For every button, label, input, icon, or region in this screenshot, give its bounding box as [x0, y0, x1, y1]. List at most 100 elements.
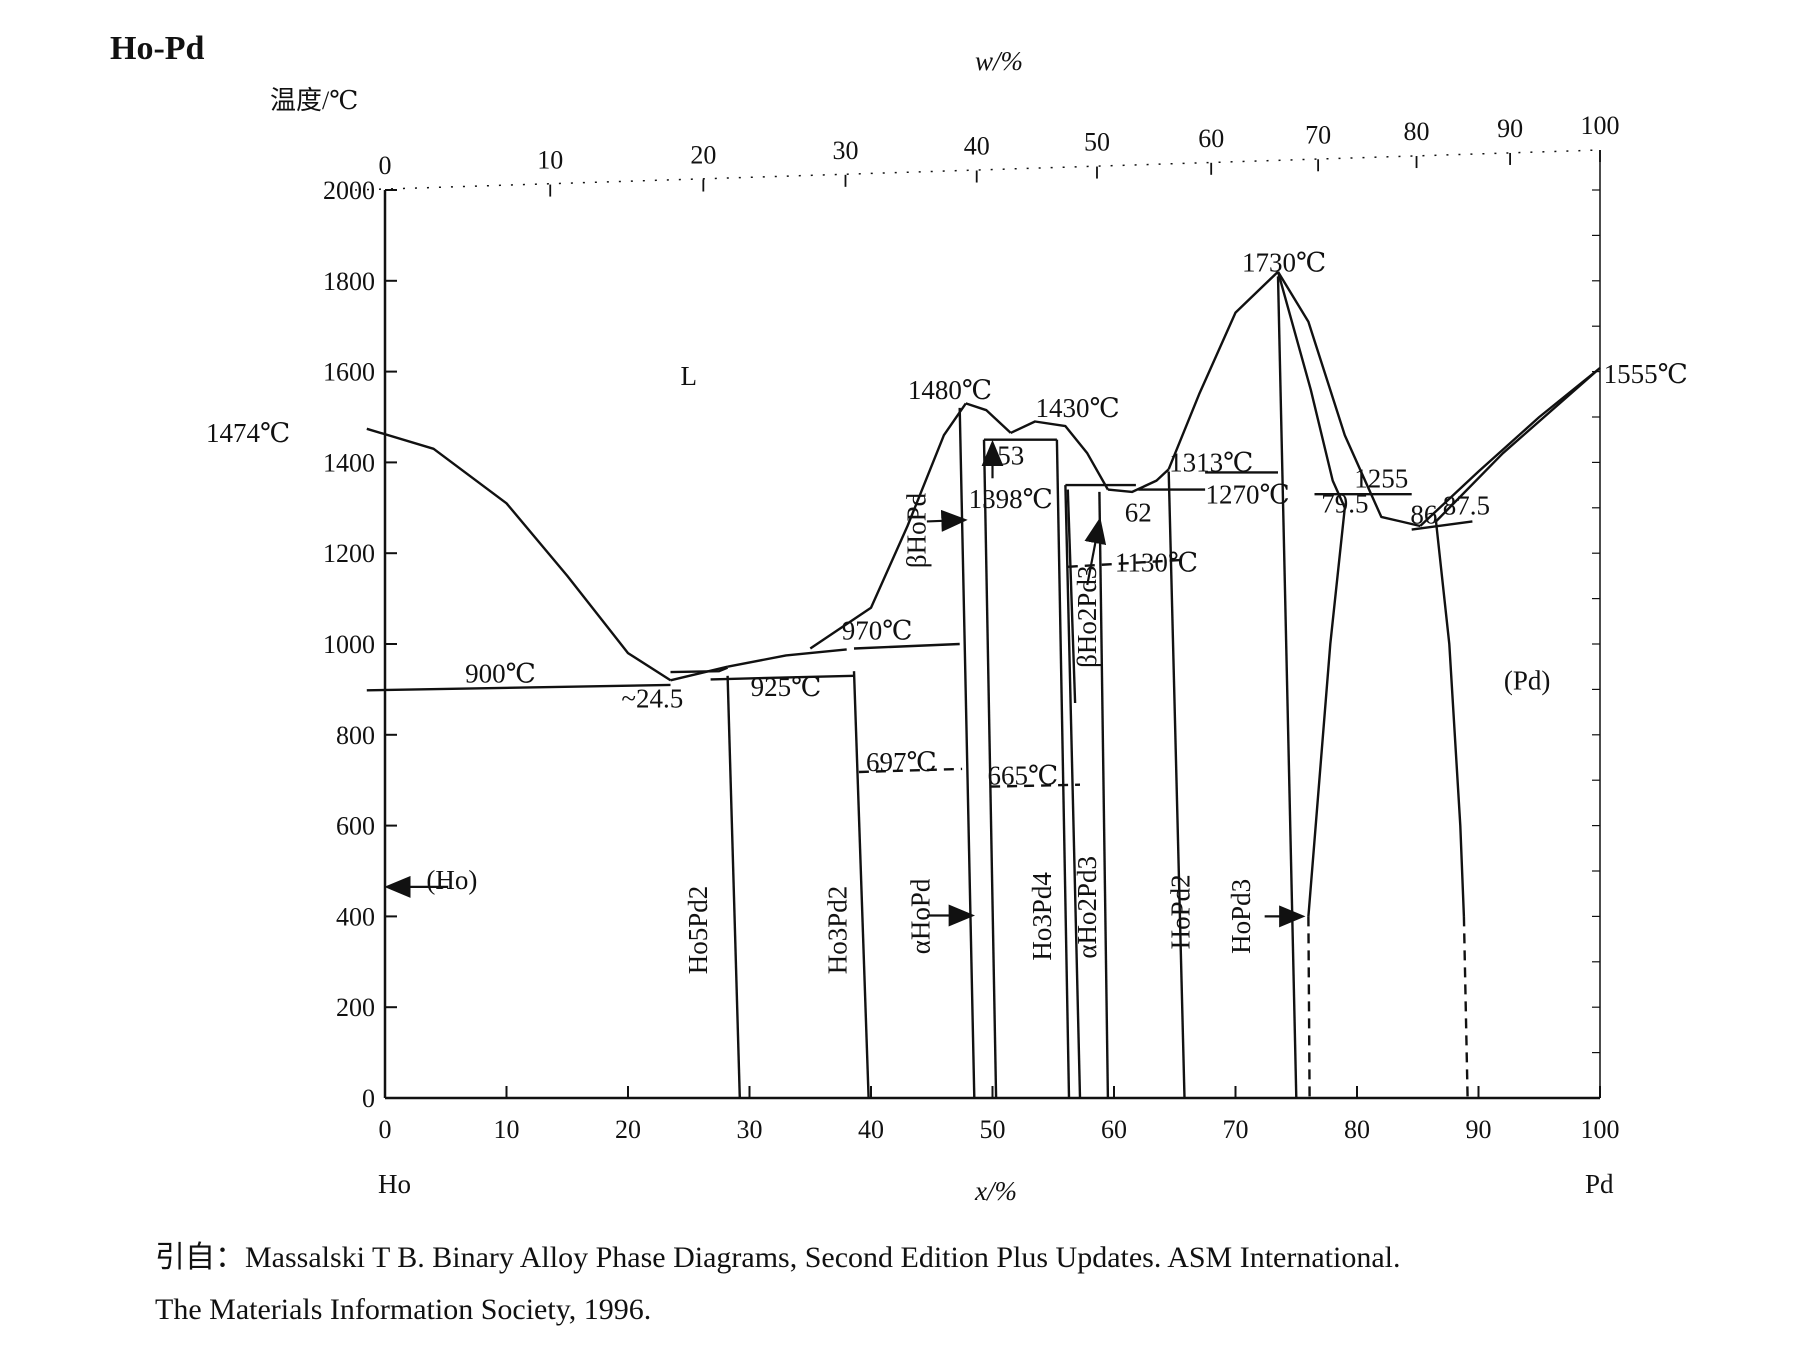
phase-boundary [366, 683, 671, 692]
phase-boundary [726, 675, 741, 1099]
phase-boundaries [366, 270, 1601, 1099]
top-tick-label: 20 [690, 141, 716, 170]
annotation-label: 1474℃ [206, 418, 290, 448]
phase-boundary [982, 439, 998, 1099]
phase-boundary [809, 402, 967, 650]
y-tick-label: 1400 [323, 448, 375, 477]
top-tick-label: 50 [1084, 128, 1110, 157]
y-tick-label: 1200 [323, 539, 375, 568]
y-tick-label: 800 [336, 721, 375, 750]
x-tick-label: 100 [1581, 1115, 1620, 1144]
annotation-label: (Ho) [426, 865, 477, 895]
annotation-label: 1398℃ [969, 484, 1053, 514]
annotation-label: 1270℃ [1206, 479, 1290, 509]
phase-boundary [1276, 271, 1421, 528]
annotation-label: 1313℃ [1169, 447, 1253, 477]
x-tick-label: 30 [737, 1115, 763, 1144]
annotation-label: 1730℃ [1242, 248, 1326, 278]
annotation-label: 697℃ [866, 747, 937, 777]
phase-boundary [1167, 471, 1186, 1099]
diagram-title: Ho-Pd [110, 30, 205, 67]
annotation-label: (Pd) [1504, 665, 1551, 695]
phase-boundary [727, 648, 847, 668]
right-element-label: Pd [1585, 1169, 1614, 1199]
phase-boundary [1067, 558, 1181, 568]
top-tick-label: 30 [832, 136, 858, 165]
phase-boundary [1276, 276, 1298, 1099]
citation-line-2: The Materials Information Society, 1996. [155, 1293, 652, 1326]
x-tick-label: 20 [615, 1115, 641, 1144]
phase-boundary [858, 767, 963, 774]
phase-label: HoPd2 [1165, 874, 1195, 949]
phase-boundary [853, 642, 960, 650]
phase-label: Ho3Pd4 [1027, 872, 1057, 961]
y-tick-label: 1000 [323, 630, 375, 659]
top-tick-label: 60 [1198, 124, 1224, 153]
phase-boundary [1307, 507, 1346, 917]
y-tick-label: 2000 [323, 176, 375, 205]
x-tick-label: 80 [1344, 1115, 1370, 1144]
y-tick-label: 1600 [323, 358, 375, 387]
y-tick-label: 600 [336, 812, 375, 841]
phase-label: HoPd3 [1226, 879, 1256, 954]
phase-boundary [366, 427, 672, 682]
annotation-label: 970℃ [842, 615, 913, 645]
citation-line-1: 引自：Massalski T B. Binary Alloy Phase Dia… [155, 1241, 1401, 1274]
top-tick-label: 70 [1305, 120, 1331, 149]
x-tick-label: 70 [1223, 1115, 1249, 1144]
annotation-label: 87.5 [1443, 491, 1490, 521]
y-tick-label: 200 [336, 993, 375, 1022]
x-tick-label: 90 [1466, 1115, 1492, 1144]
x-tick-label: 40 [858, 1115, 884, 1144]
phase-boundary [1055, 439, 1071, 1099]
phase-boundary [670, 665, 728, 682]
annotation-label: 1255 [1354, 463, 1408, 493]
phase-label: Ho3Pd2 [823, 886, 853, 975]
phase-label: βHo2Pd3 [1072, 566, 1102, 668]
top-tick-label: 0 [379, 151, 392, 180]
annotation-label: ~24.5 [621, 684, 683, 714]
phase-boundary [965, 402, 1012, 434]
x-tick-label: 60 [1101, 1115, 1127, 1144]
top-tick-label: 40 [964, 132, 990, 161]
phase-boundary [1010, 420, 1109, 491]
phase-boundary [1167, 270, 1279, 470]
diagram-labels: L 1474℃ 1555℃ 1730℃ 1480℃ 1430℃ 53 1398℃ 62 1313℃… [206, 248, 1688, 975]
y-tick-label: 400 [336, 902, 375, 931]
phase-boundary [1462, 916, 1469, 1099]
phase-boundary [1098, 491, 1110, 1099]
annotation-label: 1480℃ [908, 375, 992, 405]
annotation-label: 1430℃ [1035, 393, 1119, 423]
phase-boundary [1064, 485, 1082, 1099]
y-axis-label: 温度/℃ [270, 86, 359, 115]
phase-boundary [710, 674, 855, 681]
annotation-label: 925℃ [751, 672, 822, 702]
annotation-label: 665℃ [988, 761, 1059, 791]
annotation-label: 53 [997, 441, 1024, 471]
phase-boundary [1066, 489, 1077, 704]
top-tick-label: 90 [1497, 114, 1523, 143]
bottom-axis-label: x/% [974, 1176, 1017, 1206]
annotation-label: L [681, 361, 698, 391]
x-tick-label: 10 [494, 1115, 520, 1144]
phase-boundary [670, 666, 729, 674]
pointer-arrow [926, 509, 968, 532]
top-axis-label: w/% [975, 46, 1023, 76]
phase-label: Ho5Pd2 [683, 886, 713, 975]
phase-label: αHoPd [905, 878, 935, 954]
top-tick-label: 80 [1404, 117, 1430, 146]
top-tick-label: 10 [537, 146, 563, 175]
phase-boundary [1419, 367, 1601, 527]
phase-boundary [1107, 468, 1170, 494]
citation: 引自：Massalski T B. Binary Alloy Phase Dia… [155, 1232, 1400, 1336]
phase-label: αHo2Pd3 [1072, 856, 1102, 959]
annotation-label: 1130℃ [1115, 547, 1198, 577]
phase-boundary [1434, 521, 1466, 917]
x-tick-label: 50 [980, 1115, 1006, 1144]
top-tick-label: 100 [1581, 111, 1620, 140]
y-tick-label: 0 [362, 1084, 375, 1113]
axes: 0 10 20 30 40 50 60 70 80 90 100020040060080010001… [323, 111, 1620, 1144]
pointer-arrow [1084, 517, 1107, 586]
phase-boundary [1435, 367, 1601, 523]
